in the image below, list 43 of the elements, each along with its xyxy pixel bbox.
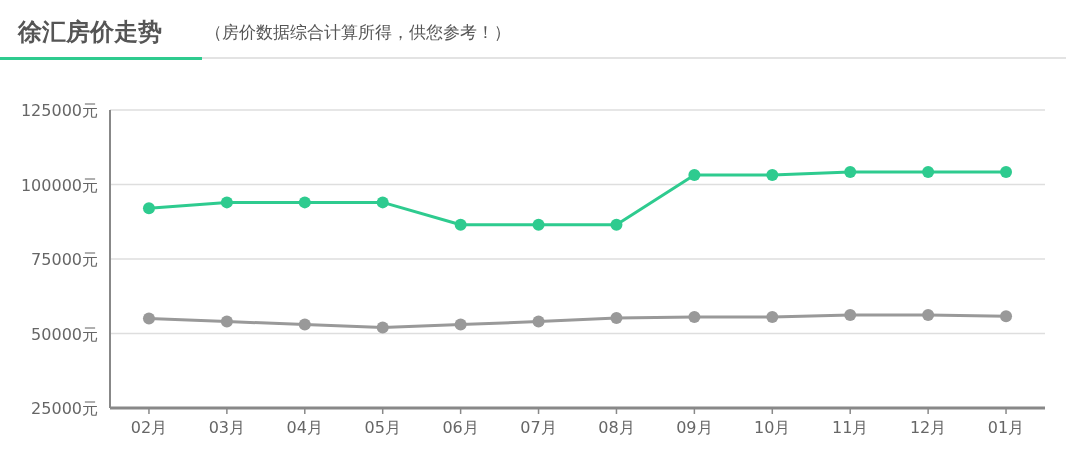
point <box>142 202 155 215</box>
x-tick-label: 09月 <box>676 418 713 437</box>
x-tick-label: 08月 <box>598 418 635 437</box>
point <box>610 218 623 231</box>
point <box>610 312 623 324</box>
x-tick-label: 12月 <box>909 418 947 437</box>
point <box>454 218 467 231</box>
point <box>454 318 467 331</box>
x-tick-label: 11月 <box>832 418 869 437</box>
x-tick-label: 01月 <box>987 418 1025 437</box>
point <box>688 168 701 181</box>
point <box>922 165 935 178</box>
x-tick-label: 10月 <box>754 418 791 437</box>
point <box>766 168 779 181</box>
point <box>532 315 545 328</box>
point <box>376 321 389 334</box>
point <box>298 318 311 331</box>
point <box>220 196 233 209</box>
point <box>1000 165 1013 178</box>
point <box>844 165 857 178</box>
point <box>376 196 389 209</box>
point <box>688 311 701 324</box>
chart-subtitle: （房价数据综合计算所得，供您参考！） <box>205 22 511 42</box>
x-tick-label: 02月 <box>130 418 168 437</box>
point <box>766 311 779 324</box>
x-tick-label: 06月 <box>442 418 479 437</box>
point <box>844 309 857 322</box>
chart-title: 徐汇房价走势 <box>17 18 162 46</box>
y-tick-label: 125000元 <box>20 101 98 120</box>
y-tick-label: 100000元 <box>20 175 98 195</box>
point <box>142 312 155 325</box>
x-tick-label: 03月 <box>208 418 246 437</box>
y-tick-label: 25000元 <box>31 399 98 418</box>
x-tick-label: 04月 <box>286 418 323 437</box>
y-tick-label: 75000元 <box>31 250 98 269</box>
point <box>922 309 935 322</box>
point <box>1000 310 1013 323</box>
point <box>532 218 545 231</box>
point <box>220 315 233 328</box>
point <box>298 196 311 209</box>
x-tick-label: 05月 <box>364 418 401 437</box>
y-tick-label: 50000元 <box>31 324 98 344</box>
x-tick-label: 07月 <box>520 418 557 437</box>
